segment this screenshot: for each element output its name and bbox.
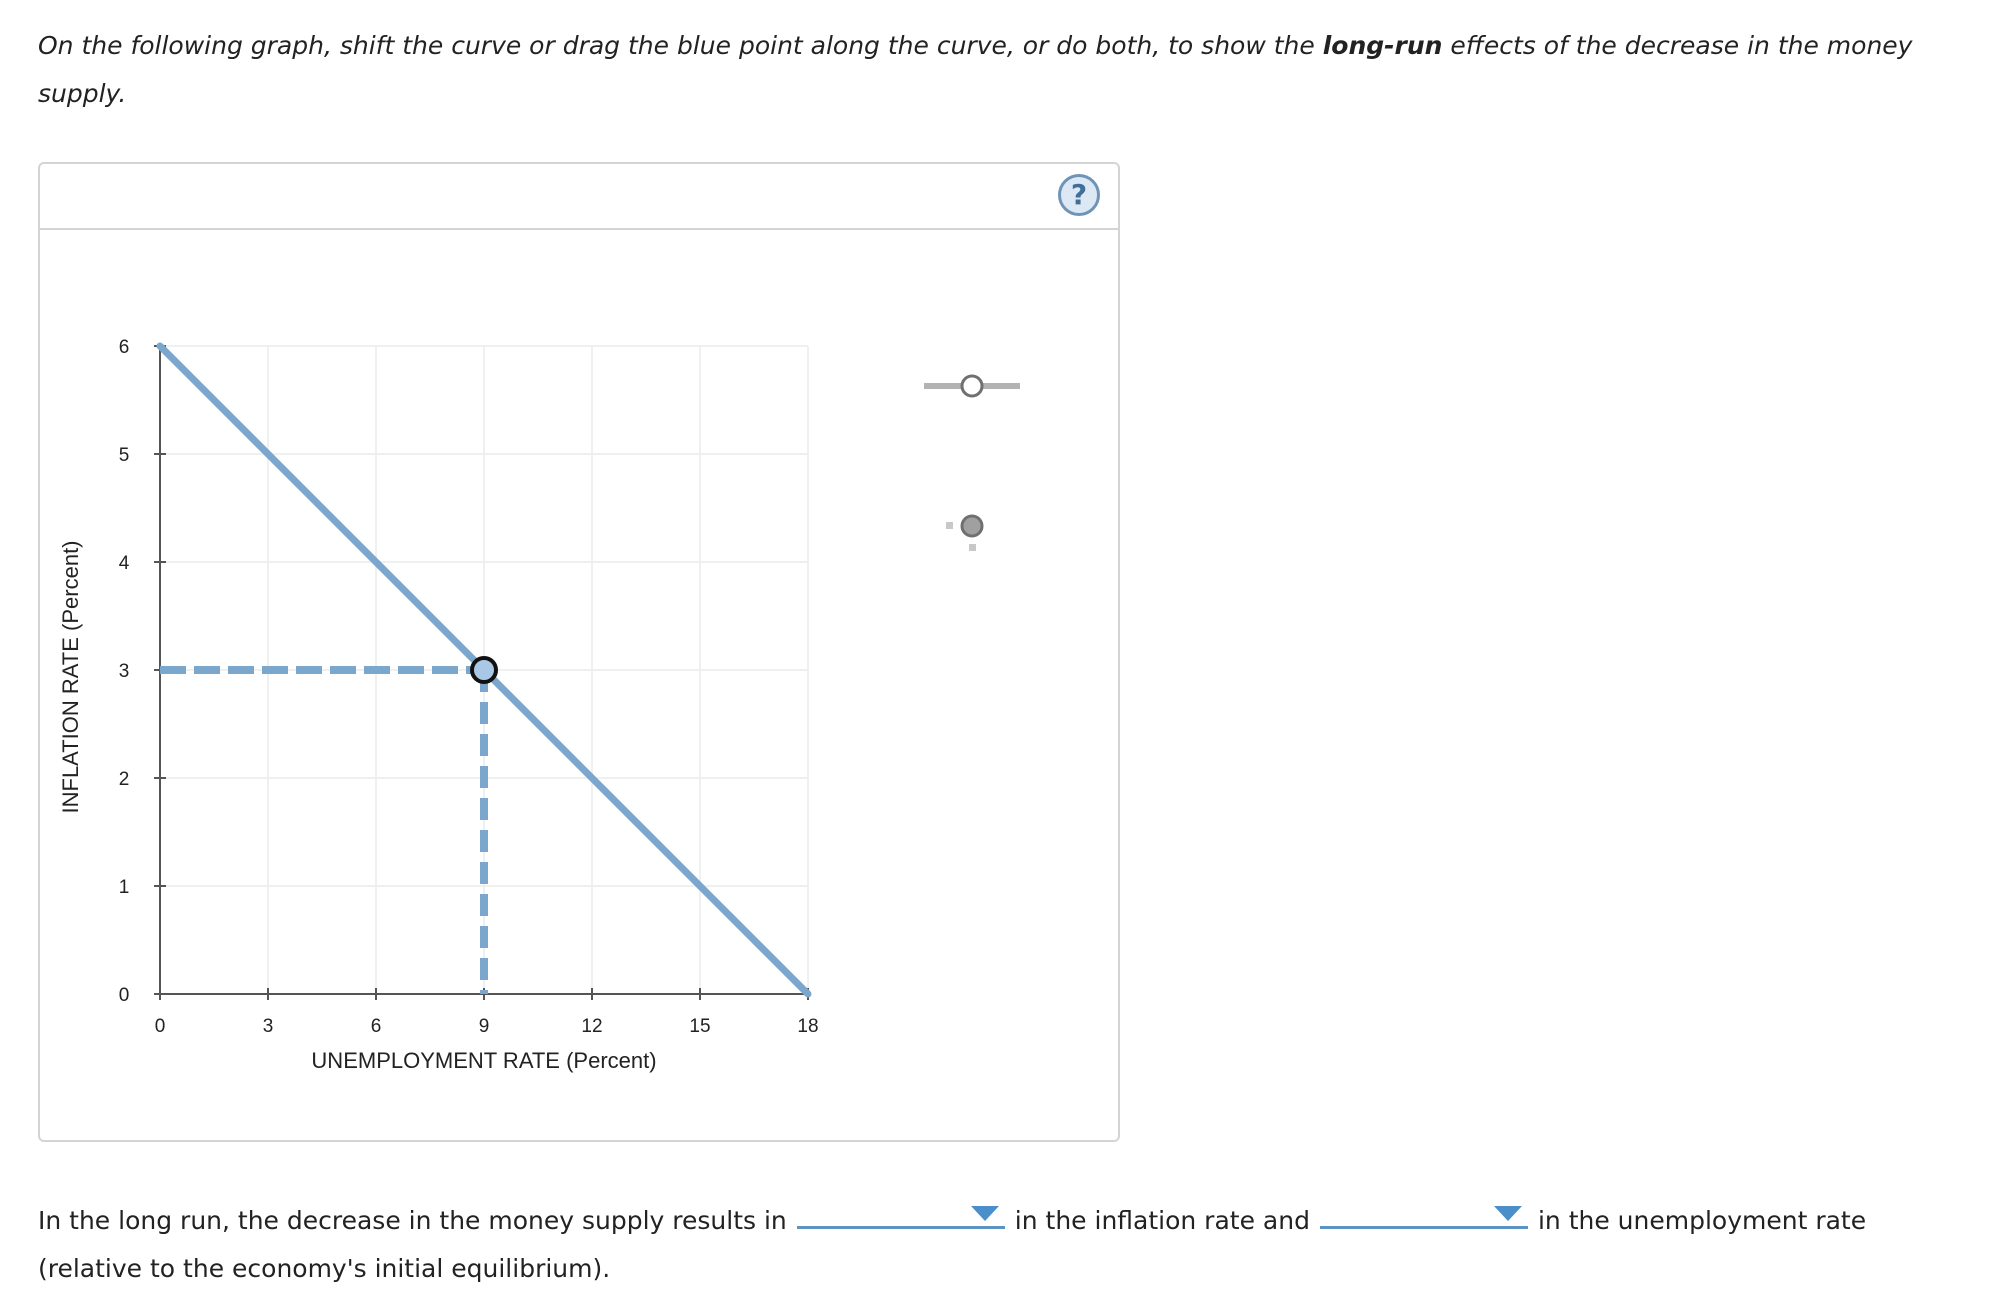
- instructions-tail: effects of the decrease in the money sup…: [38, 31, 1913, 108]
- y-tick-label: 6: [119, 337, 130, 358]
- y-tick-label: 4: [119, 553, 130, 574]
- points[interactable]: [470, 656, 498, 684]
- question-part-4: (relative to the economy's initial equil…: [38, 1254, 611, 1283]
- equilibrium-point[interactable]: [470, 656, 498, 684]
- x-axis-label: UNEMPLOYMENT RATE (Percent): [311, 1048, 656, 1073]
- point-with-guides-icon[interactable]: [960, 514, 984, 538]
- point-tool[interactable]: [946, 514, 984, 551]
- x-tick-label: 18: [797, 1016, 818, 1037]
- y-tick-label: 3: [119, 661, 130, 682]
- graph-panel: ?: [38, 162, 1120, 1142]
- chevron-down-icon[interactable]: [970, 1206, 999, 1221]
- x-tick-label: 12: [581, 1016, 602, 1037]
- x-tick-label: 6: [371, 1016, 382, 1037]
- point-tool-guide-v: [969, 544, 976, 551]
- x-tick-label: 9: [479, 1016, 490, 1037]
- x-tick-label: 15: [689, 1016, 710, 1037]
- y-tick-label: 5: [119, 445, 130, 466]
- y-tick-label: 0: [119, 985, 130, 1006]
- inflation-change-dropdown[interactable]: [796, 1196, 1005, 1229]
- question-part-3: in the unemployment rate: [1537, 1206, 1867, 1235]
- question-part-1: In the long run, the decrease in the mon…: [38, 1206, 787, 1235]
- instructions-text: On the following graph, shift the curve …: [38, 22, 1918, 118]
- curve-tool-handle[interactable]: [960, 374, 984, 398]
- question-part-2: in the inflation rate and: [1014, 1206, 1310, 1235]
- chevron-down-icon[interactable]: [1493, 1206, 1522, 1221]
- instructions-lead: On the following graph, shift the curve …: [38, 31, 1323, 60]
- question-sentence: In the long run, the decrease in the mon…: [38, 1196, 1938, 1293]
- y-axis-label: INFLATION RATE (Percent): [58, 540, 83, 813]
- question-mark-icon[interactable]: ?: [1058, 174, 1100, 216]
- instructions-emphasis: long-run: [1322, 31, 1443, 60]
- y-tick-label: 1: [119, 877, 130, 898]
- x-tick-label: 0: [155, 1016, 166, 1037]
- guide-lines: [160, 666, 488, 994]
- x-tick-label: 3: [263, 1016, 274, 1037]
- point-tool-guide-h: [946, 522, 953, 529]
- curve-tool[interactable]: [924, 374, 1020, 398]
- y-tick-label: 2: [119, 769, 130, 790]
- unemployment-change-dropdown[interactable]: [1319, 1196, 1528, 1229]
- graph-panel-header: ?: [40, 164, 1118, 230]
